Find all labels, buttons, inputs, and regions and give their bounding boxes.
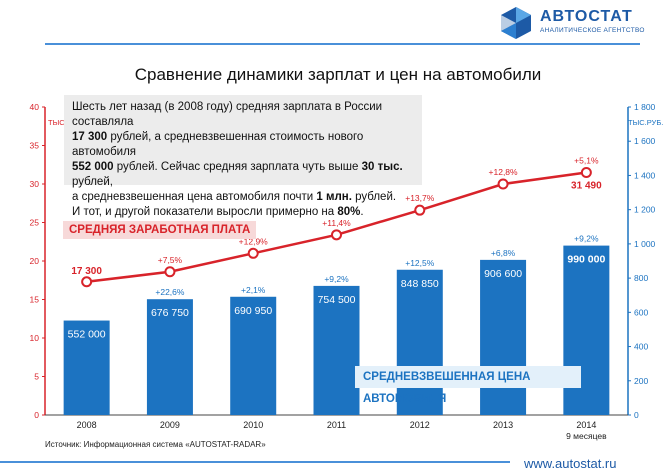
right-tick-label: 200 bbox=[634, 376, 648, 386]
bar-growth-label: +2,1% bbox=[241, 285, 266, 295]
bar-car-price bbox=[563, 245, 610, 415]
x-tick-label: 2010 bbox=[243, 420, 263, 430]
bars-layer: 552 000 676 750 +22,6% 690 950 +2,1% 754 500 +… bbox=[63, 234, 610, 415]
salary-point bbox=[81, 276, 93, 288]
note-text: И тот, и другой показатели выросли приме… bbox=[72, 206, 338, 218]
right-tick-label: 1 000 bbox=[634, 239, 656, 249]
note-growth: 80% bbox=[337, 206, 361, 218]
left-tick-label: 0 bbox=[34, 410, 39, 420]
line-layer: 17 300 +7,5% +12,9% +11,4% +13,7% +12,8% +5,1%… bbox=[71, 156, 602, 288]
logo bbox=[498, 5, 648, 41]
note-text: а средневзвешенная цена автомобиля почти bbox=[72, 191, 317, 203]
salary-value-label: 17 300 bbox=[71, 266, 102, 277]
note-text: . bbox=[360, 206, 364, 218]
bar-value-label: 990 000 bbox=[567, 254, 605, 266]
note-salary-2008: 17 300 bbox=[72, 131, 108, 143]
left-tick-label: 10 bbox=[30, 333, 40, 343]
bar-car-price bbox=[63, 320, 110, 415]
bar-car-price bbox=[313, 285, 360, 415]
right-tick-label: 1 600 bbox=[634, 136, 656, 146]
salary-growth-label: +13,7% bbox=[405, 193, 435, 203]
note-price-now: 1 млн. bbox=[316, 191, 352, 203]
bar-value-label: 676 750 bbox=[151, 307, 189, 319]
bar-car-price bbox=[480, 259, 527, 415]
left-tick-label: 30 bbox=[30, 179, 40, 189]
right-tick-label: 400 bbox=[634, 342, 648, 352]
bar-growth-label: +9,2% bbox=[574, 234, 599, 244]
chart-title: Сравнение динамики зарплат и цен на авто… bbox=[135, 65, 542, 84]
note-box: Шесть лет назад (в 2008 году) средняя за… bbox=[64, 95, 422, 218]
right-tick-label: 600 bbox=[634, 307, 648, 317]
bar-car-price bbox=[396, 269, 443, 415]
x-tick-label: 2009 bbox=[160, 420, 180, 430]
salary-point bbox=[497, 178, 509, 190]
x-tick-label: 2014 bbox=[576, 420, 596, 430]
note-text: рублей, bbox=[72, 176, 113, 188]
salary-series-label: СРЕДНЯЯ ЗАРАБОТНАЯ ПЛАТА bbox=[63, 221, 257, 239]
bar-value-label: 552 000 bbox=[68, 329, 106, 341]
right-tick-label: 1 200 bbox=[634, 205, 656, 215]
left-tick-label: 5 bbox=[34, 372, 39, 382]
salary-growth-label: +7,5% bbox=[158, 255, 183, 265]
salary-point bbox=[331, 229, 342, 241]
note-price-2008: 552 000 bbox=[72, 161, 114, 173]
salary-growth-label: +5,1% bbox=[574, 156, 599, 166]
website-link[interactable]: www.autostat.ru bbox=[524, 456, 617, 471]
logo-name: АВТОСТАТ bbox=[540, 8, 633, 25]
car-price-series-label: СРЕДНЕВЗВЕШЕННАЯ ЦЕНА АВТОМОБИЛЯ bbox=[355, 366, 581, 405]
bar-growth-label: +12,5% bbox=[405, 258, 435, 268]
bar-growth-label: +9,2% bbox=[324, 274, 349, 284]
x-tick-label: 2012 bbox=[410, 420, 430, 430]
left-tick-label: 25 bbox=[30, 218, 40, 228]
left-tick-label: 20 bbox=[30, 256, 40, 266]
x-category-note: 9 месяцев bbox=[566, 431, 607, 441]
left-tick-label: 40 bbox=[30, 102, 40, 112]
note-salary-now: 30 тыс. bbox=[361, 161, 403, 173]
bar-value-label: 754 500 bbox=[318, 294, 356, 306]
note-text: рублей. bbox=[351, 191, 397, 203]
right-tick-label: 1 400 bbox=[634, 170, 656, 180]
salary-point bbox=[580, 167, 592, 179]
right-axis-unit: ТЫС.РУБ. bbox=[628, 118, 663, 127]
left-tick-label: 35 bbox=[30, 141, 40, 151]
right-tick-label: 0 bbox=[634, 410, 639, 420]
right-axis: ТЫС.РУБ. bbox=[627, 107, 663, 415]
bar-growth-label: +22,6% bbox=[155, 287, 185, 297]
salary-point bbox=[247, 247, 259, 259]
logo-icon bbox=[501, 7, 531, 39]
bar-car-price bbox=[230, 296, 277, 415]
salary-growth-label: +12,9% bbox=[239, 236, 269, 246]
left-tick-label: 15 bbox=[30, 295, 40, 305]
salary-point bbox=[164, 266, 176, 278]
bar-car-price bbox=[146, 299, 193, 415]
salary-point bbox=[414, 204, 426, 216]
x-tick-label: 2013 bbox=[493, 420, 513, 430]
note-text: рублей, а средневзвешенная стоимость нов… bbox=[72, 131, 364, 158]
right-tick-label: 1 800 bbox=[634, 102, 656, 112]
bar-value-label: 906 600 bbox=[484, 268, 522, 280]
x-tick-label: 2011 bbox=[327, 420, 346, 430]
bar-growth-label: +6,8% bbox=[491, 248, 516, 258]
note-text: Шесть лет назад (в 2008 году) средняя за… bbox=[72, 101, 383, 128]
right-tick-label: 800 bbox=[634, 273, 648, 283]
salary-value-label: 31 490 bbox=[571, 181, 602, 192]
source-note: Источник: Информационная система «AUTOST… bbox=[45, 440, 266, 449]
logo-tagline: АНАЛИТИЧЕСКОЕ АГЕНТСТВО bbox=[540, 27, 645, 34]
x-tick-label: 2008 bbox=[77, 420, 97, 430]
salary-growth-label: +12,8% bbox=[489, 167, 519, 177]
bar-value-label: 690 950 bbox=[234, 305, 272, 317]
salary-growth-label: +11,4% bbox=[322, 218, 351, 228]
note-text: рублей. Сейчас средняя зарплата чуть выш… bbox=[113, 161, 362, 173]
bar-value-label: 848 850 bbox=[401, 278, 439, 290]
